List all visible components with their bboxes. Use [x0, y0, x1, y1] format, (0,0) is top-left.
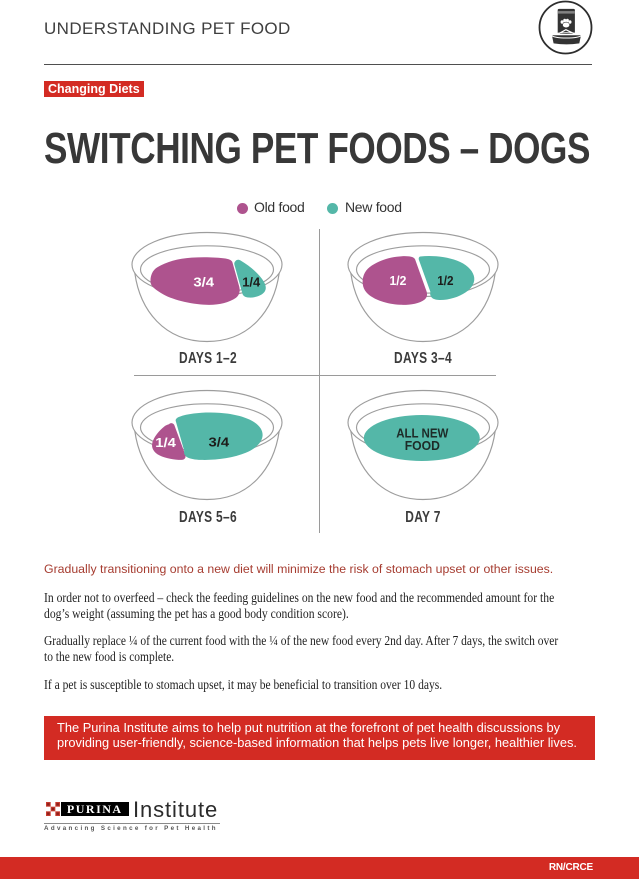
svg-text:1/2: 1/2: [390, 273, 407, 288]
svg-text:3/4: 3/4: [193, 275, 215, 290]
svg-text:1/4: 1/4: [242, 274, 261, 289]
svg-text:ALL NEW: ALL NEW: [396, 425, 449, 440]
svg-text:3/4: 3/4: [209, 434, 230, 449]
svg-text:FOOD: FOOD: [405, 438, 440, 453]
svg-text:1/4: 1/4: [155, 435, 176, 450]
svg-text:1/2: 1/2: [437, 273, 453, 288]
